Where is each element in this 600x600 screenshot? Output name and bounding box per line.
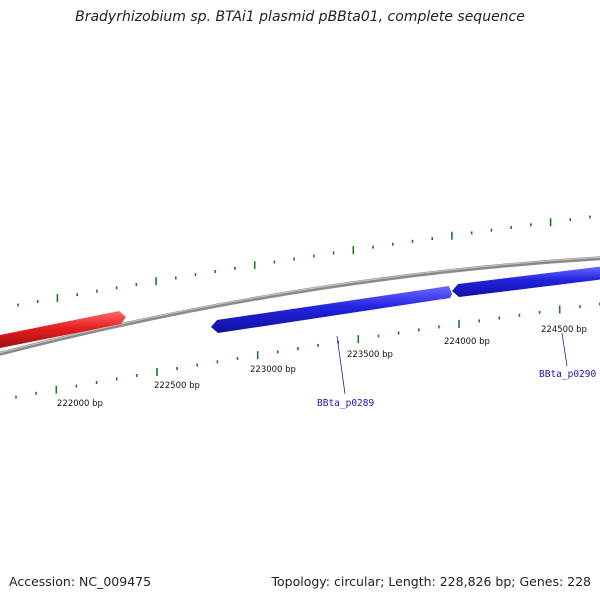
map-title: Bradyrhizobium sp. BTAi1 plasmid pBBta01… xyxy=(75,9,525,25)
gene-arrow-bbta-p0289 xyxy=(211,286,452,333)
gene-arrow-bbta-p0290 xyxy=(452,266,600,297)
outer-tick-track xyxy=(17,215,591,307)
plasmid-backbone-highlight xyxy=(0,256,600,354)
gene-label-bbta-p0289: BBta_p0289 xyxy=(317,398,374,409)
bp-label-222000: 222000 bp xyxy=(57,399,103,409)
accession-text: Accession: NC_009475 xyxy=(9,574,152,589)
inner-tick-track xyxy=(15,302,600,399)
gene-label-bbta-p0290: BBta_p0290 xyxy=(539,369,596,380)
bp-label-224500: 224500 bp xyxy=(541,325,587,335)
gene-leader-bbta-p0290 xyxy=(561,332,568,367)
bp-label-222500: 222500 bp xyxy=(154,381,200,391)
bp-label-223500: 223500 bp xyxy=(347,350,393,360)
bp-label-223000: 223000 bp xyxy=(250,365,296,375)
bp-label-224000: 224000 bp xyxy=(444,337,490,347)
red-feature-arrow xyxy=(0,311,126,349)
summary-text: Topology: circular; Length: 228,826 bp; … xyxy=(271,574,592,589)
gene-leader-bbta-p0289 xyxy=(336,335,346,395)
plasmid-backbone xyxy=(0,256,600,356)
